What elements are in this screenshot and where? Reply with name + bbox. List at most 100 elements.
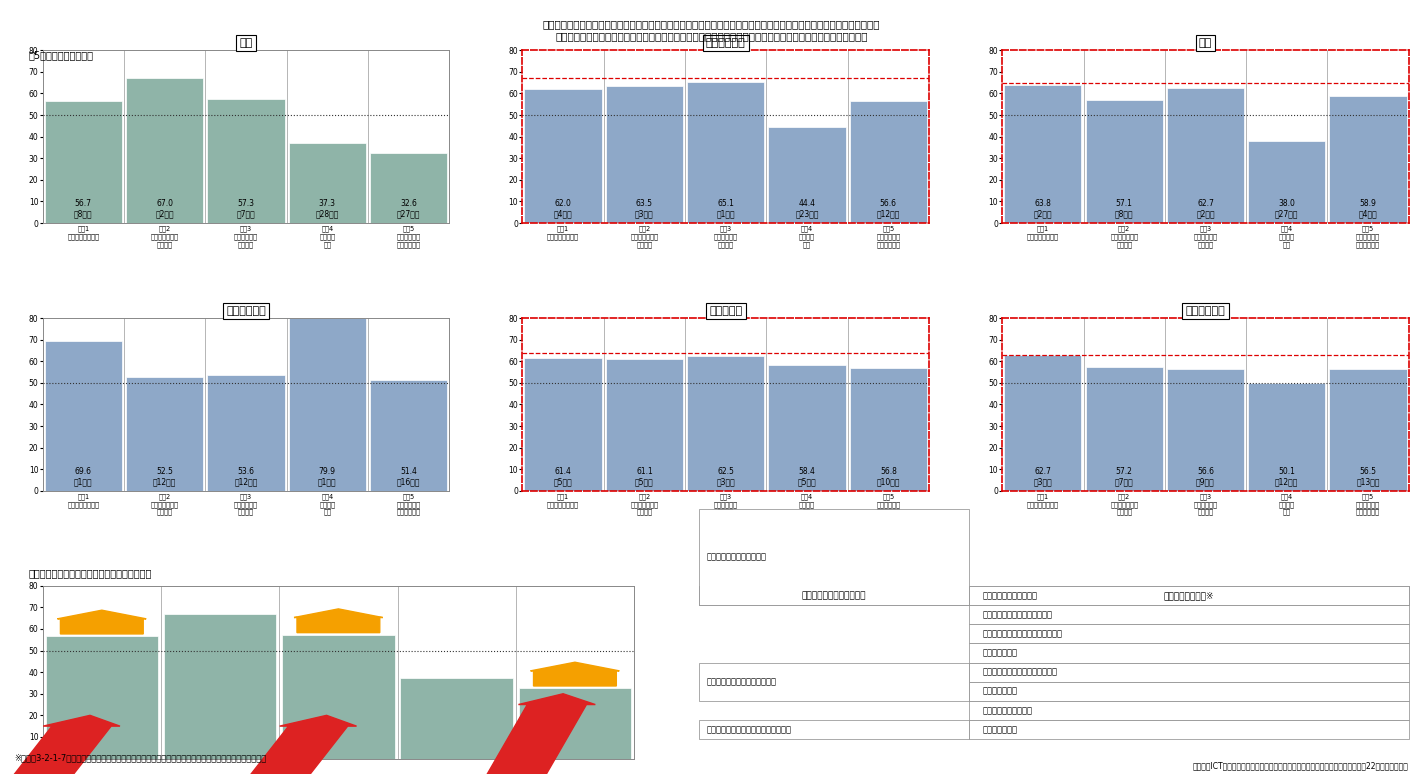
Text: （我が国のイノベーション環境に係わる課題）: （我が国のイノベーション環境に係わる課題）: [28, 568, 152, 578]
Bar: [969, 624, 1409, 643]
Text: 44.4
（23位）: 44.4 （23位）: [795, 200, 818, 219]
Text: 56.6
（12位）: 56.6 （12位）: [877, 200, 899, 219]
Bar: [208, 375, 285, 491]
Text: （5か国間の比較結果）: （5か国間の比較結果）: [28, 50, 94, 60]
Bar: [1167, 368, 1244, 491]
FancyArrow shape: [57, 610, 147, 634]
Bar: [519, 688, 632, 759]
Bar: [44, 341, 122, 491]
Text: ベンチャーキャピタルの有効性: ベンチャーキャピタルの有効性: [983, 610, 1053, 619]
Bar: [768, 365, 845, 491]
Title: 米国: 米国: [1198, 38, 1212, 48]
Text: 62.5
（3位）: 62.5 （3位）: [716, 467, 736, 487]
Text: 57.3
（7位）: 57.3 （7位）: [236, 200, 255, 219]
Bar: [1248, 382, 1325, 491]
Text: 63.8
（2位）: 63.8 （2位）: [1033, 200, 1052, 219]
FancyArrow shape: [13, 715, 120, 774]
Bar: [969, 586, 1409, 605]
Text: 「因子３：ビジネス基盤成熟志向」「因子５：科学技術のビジネス化対応力」へのバランスのとれた注力が必要: 「因子３：ビジネス基盤成熟志向」「因子５：科学技術のビジネス化対応力」へのバラン…: [555, 31, 868, 41]
Title: 日本: 日本: [239, 38, 253, 48]
Bar: [46, 636, 158, 759]
Bar: [1086, 100, 1163, 223]
Bar: [850, 101, 926, 223]
Bar: [525, 358, 602, 491]
Text: 電子政府成熟度: 電子政府成熟度: [983, 687, 1017, 696]
Text: 58.9
（4位）: 58.9 （4位）: [1359, 200, 1377, 219]
Bar: [687, 356, 764, 491]
Text: 実力主義による上級管理職の採用度: 実力主義による上級管理職の採用度: [983, 629, 1063, 639]
Bar: [969, 720, 1409, 739]
Text: 37.3
（28位）: 37.3 （28位）: [316, 200, 339, 219]
Bar: [127, 78, 203, 223]
Bar: [1248, 141, 1325, 223]
Text: 79.9
（1位）: 79.9 （1位）: [317, 467, 337, 487]
Title: デンマーク: デンマーク: [709, 306, 743, 316]
Bar: [289, 318, 366, 491]
Text: 52.5
（12位）: 52.5 （12位）: [154, 467, 176, 487]
Bar: [164, 614, 276, 759]
Text: 注力すべきテーマ（因子）: 注力すべきテーマ（因子）: [801, 591, 867, 600]
Bar: [699, 586, 969, 605]
Bar: [699, 663, 969, 701]
FancyArrow shape: [531, 663, 619, 686]
Text: 経営大学院の質: 経営大学院の質: [983, 725, 1017, 735]
Bar: [127, 378, 203, 491]
FancyArrow shape: [295, 609, 383, 632]
Bar: [969, 643, 1409, 663]
Bar: [525, 89, 602, 223]
Text: インターネット利用率: インターネット利用率: [983, 706, 1033, 715]
Bar: [289, 142, 366, 223]
Bar: [1329, 96, 1407, 223]
Bar: [370, 152, 447, 223]
Text: 38.0
（27位）: 38.0 （27位）: [1275, 200, 1299, 219]
Text: 57.1
（8位）: 57.1 （8位）: [1114, 200, 1134, 219]
FancyArrow shape: [249, 715, 357, 774]
Bar: [699, 720, 969, 739]
Text: 企業における有能な人材の獲得度: 企業における有能な人材の獲得度: [983, 668, 1057, 676]
Text: 67.0
（2位）: 67.0 （2位）: [155, 200, 174, 219]
Text: 56.8
（10位）: 56.8 （10位）: [877, 467, 901, 487]
Text: 65.1
（1位）: 65.1 （1位）: [716, 200, 736, 219]
Bar: [606, 86, 683, 223]
Bar: [606, 359, 683, 491]
Title: スウェーデン: スウェーデン: [706, 38, 746, 48]
Text: 62.7
（2位）: 62.7 （2位）: [1197, 200, 1215, 219]
Bar: [208, 99, 285, 223]
Text: ※　図表3-2-1-7において、因子１、３、５との関係が「特に強い影響あり」「強い影響あり」である指標: ※ 図表3-2-1-7において、因子１、３、５との関係が「特に強い影響あり」「強…: [14, 753, 266, 762]
Bar: [400, 678, 512, 759]
Title: フィンランド: フィンランド: [1185, 306, 1225, 316]
Text: 50.1
（12位）: 50.1 （12位）: [1275, 467, 1298, 487]
FancyArrow shape: [487, 694, 595, 774]
Text: 総務省「ICT利活用による地域活性化と国際競争力強化に関する調査研究」（平成22年）により作成: 総務省「ICT利活用による地域活性化と国際競争力強化に関する調査研究」（平成22…: [1192, 761, 1409, 770]
Text: 62.7
（3位）: 62.7 （3位）: [1033, 467, 1052, 487]
Bar: [1167, 87, 1244, 223]
Text: 69.6
（1位）: 69.6 （1位）: [74, 467, 92, 487]
Bar: [969, 605, 1409, 624]
Text: 我が国はインプットの「因子２：製品・サービスの洗練度」のみが突出しており、今後は「因子１：持続的変化対応力」: 我が国はインプットの「因子２：製品・サービスの洗練度」のみが突出しており、今後は…: [542, 19, 881, 29]
Text: 強化を要する指標※: 強化を要する指標※: [1164, 591, 1214, 600]
Text: 56.6
（9位）: 56.6 （9位）: [1197, 467, 1215, 487]
Text: 56.7
（8位）: 56.7 （8位）: [74, 200, 92, 219]
Bar: [687, 83, 764, 223]
Bar: [44, 101, 122, 223]
Bar: [1005, 85, 1081, 223]
Text: 61.4
（5位）: 61.4 （5位）: [554, 467, 572, 487]
Text: 56.5
（13位）: 56.5 （13位）: [1356, 467, 1380, 487]
Title: シンガポール: シンガポール: [226, 306, 266, 316]
Text: 因子１：持続的変化対応力: 因子１：持続的変化対応力: [706, 553, 766, 561]
Text: 32.6
（27位）: 32.6 （27位）: [397, 200, 420, 219]
Text: 企業の研修教育: 企業の研修教育: [983, 649, 1017, 657]
Text: 57.2
（7位）: 57.2 （7位）: [1114, 467, 1134, 487]
Bar: [969, 663, 1409, 682]
Text: 58.4
（5位）: 58.4 （5位）: [798, 467, 817, 487]
Bar: [768, 127, 845, 223]
Bar: [282, 635, 394, 759]
Bar: [699, 509, 969, 605]
Text: 因子５：科学技術のビジネス化対応力: 因子５：科学技術のビジネス化対応力: [706, 725, 791, 735]
Text: 51.4
（16位）: 51.4 （16位）: [397, 467, 420, 487]
Bar: [969, 586, 1409, 605]
Text: 53.6
（12位）: 53.6 （12位）: [235, 467, 258, 487]
Bar: [1329, 368, 1407, 491]
Bar: [969, 682, 1409, 701]
Text: 62.0
（4位）: 62.0 （4位）: [554, 200, 572, 219]
